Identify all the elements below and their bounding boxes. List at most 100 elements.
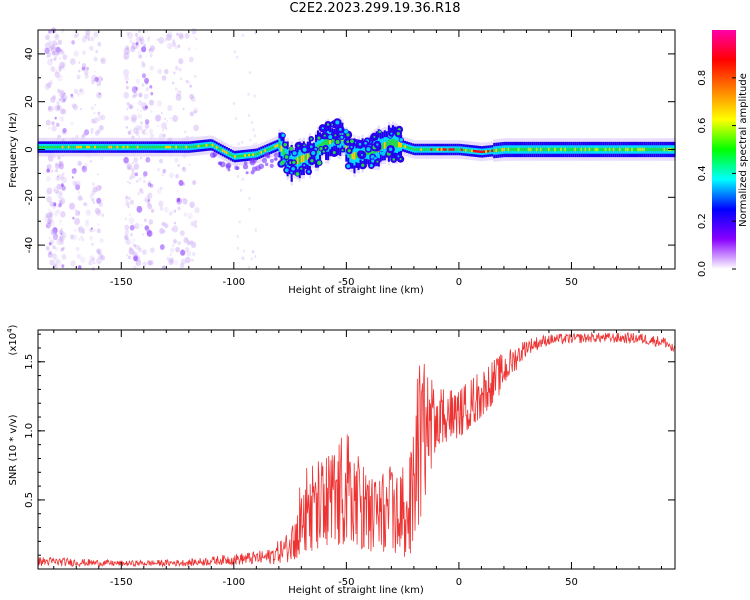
spectrogram-band-peak [564,147,567,152]
spectrogram-band-peak [448,148,451,151]
spectrogram-noise-cell [60,211,66,218]
spectrogram-noise-cell [78,88,85,96]
spectrogram-noise-cell [183,237,189,244]
spectrogram-noise-cell [141,60,145,65]
spectrogram-noise-cell [53,202,57,207]
spectrogram-noise-cell [51,125,57,132]
spectrogram-noise-cell [50,243,53,246]
spectrogram-noise-cell [193,109,197,114]
spectrogram-band-peak [256,152,259,156]
spectrogram-noise-cell [146,30,149,33]
spectrogram-noise-cell [167,104,173,112]
spectrogram-noise-cell [50,96,56,103]
spectrogram-band-peak [246,154,249,157]
spectrogram-noise-cell [58,199,63,205]
spectrogram-noise-cell [169,247,175,253]
spectrogram-noise-cell [55,168,59,173]
spectrogram-noise-cell [194,47,197,50]
spectrogram-noise-cell [59,229,64,235]
spectrogram-noise-cell [82,227,86,232]
spectrogram-band-peak [635,147,638,152]
spectrogram-noise-cell [142,179,146,184]
spectrogram-noise-cell [60,247,65,253]
spectrogram-noise-cell [83,202,87,206]
spectrogram-noise-cell [239,188,243,192]
spectrogram-noise-cell [169,253,172,256]
spectrogram-band-peak [94,145,97,149]
spectrogram-noise-cell [95,49,99,54]
spectrogram-noise-cell [53,210,59,217]
spectrogram-noise-cell [74,31,80,38]
spectrogram-noise-cell [124,45,130,51]
spectrogram-noise-cell [56,101,60,105]
spectrogram-noise-cell [94,207,101,215]
spectrogram-band-peak [462,148,465,152]
spectrogram-blob-core [397,155,400,158]
spectrogram-noise-cell [173,221,176,225]
spectrogram-noise-cell [85,219,89,224]
spectrogram-noise-cell [141,102,147,110]
spectrogram-noise-cell [128,217,135,225]
spectrogram-noise-cell [50,229,56,236]
spectrogram-band-peak [450,148,453,151]
spectrogram-band-peak [333,137,336,143]
spectrogram-noise-cell [180,258,186,265]
spectrogram-band-peak [142,145,145,149]
spectrogram-noise-cell [140,41,144,45]
spectrogram-band-peak [264,149,267,152]
spectrogram-noise-cell [141,83,145,87]
spectrogram-noise-cell [171,210,174,214]
spectrogram-band-peak [424,148,427,151]
spectrogram-noise-cell [182,197,185,201]
spectrogram-band-peak [651,147,654,152]
spectrogram-noise-cell [174,45,178,50]
spectrogram-band-peak [637,147,640,152]
spectrogram-noise-cell [233,50,237,54]
spectrogram-noise-cell [59,48,63,53]
spectrogram-band-peak [495,148,498,153]
spectrogram-noise-cell [44,82,51,90]
spectrogram-band-peak [580,147,583,152]
spectrogram-noise-cell [192,252,196,257]
spectrogram-noise-cell [97,223,100,226]
spectrogram-noise-cell [188,56,194,63]
spectrogram-noise-cell [62,98,66,103]
snr-y-tick-label: 1.0 [24,423,35,439]
spectrogram-noise-cell [89,45,94,51]
spectrogram-noise-cell [84,74,89,79]
spectrogram-noise-cell [176,197,183,205]
spectrogram-band-peak [659,147,662,152]
spectrogram-band-peak [144,145,147,149]
spectrogram-noise-cell [47,252,53,258]
spectrogram-band-peak [487,149,490,153]
spectrogram-noise-cell [44,42,51,49]
spectrogram-noise-cell [56,105,61,110]
spectrogram-band-peak [628,147,632,152]
spectrogram-band-peak [296,157,299,165]
spectrogram-noise-cell [91,257,96,262]
spectrogram-band-peak [438,148,441,151]
spectrogram-band-peak [132,145,135,149]
spectrogram-noise-cell [149,183,154,188]
spectrogram-noise-cell [133,92,138,98]
spectrogram-noise-cell [125,80,129,84]
spectrogram-band-peak [541,147,544,152]
spectrogram-blob [218,161,223,166]
spectrogram-blob-core [310,137,313,140]
spectrogram-noise-cell [46,187,53,195]
spectrogram-band-peak [138,145,141,149]
spectrogram-blob-core [291,166,296,171]
spectrogram-noise-cell [161,112,163,115]
spectrogram-noise-cell [71,103,77,109]
spectrogram-noise-cell [167,31,173,38]
spectrogram-noise-cell [155,114,162,122]
spectrogram-noise-cell [90,131,93,134]
spectrogram-noise-cell [90,106,94,110]
spectrogram-noise-cell [60,175,65,180]
spectrogram-band-peak [576,147,579,152]
spectrogram-noise-cell [87,38,91,41]
spectrogram-blob-core [373,135,376,138]
spectrogram-noise-cell [56,259,62,266]
spectrogram-noise-cell [184,247,190,253]
spectrogram-noise-cell [73,34,77,38]
